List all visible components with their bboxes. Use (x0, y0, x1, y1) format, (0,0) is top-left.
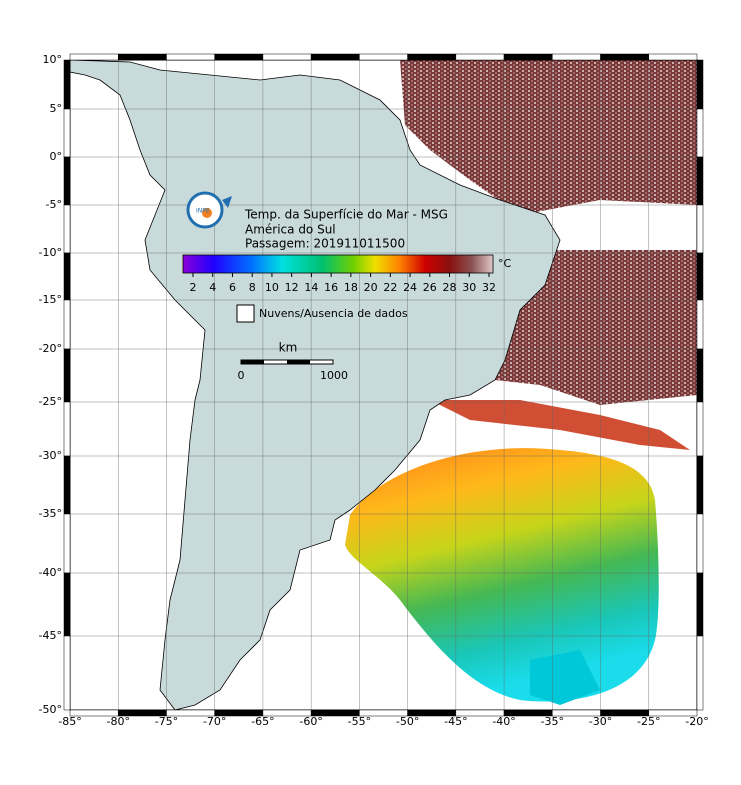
frame-seg (696, 348, 704, 403)
frame-seg (696, 299, 704, 350)
colorbar-tick-label: 30 (462, 281, 476, 294)
title-line: Temp. da Superfície do Mar - MSG (244, 208, 448, 222)
colorbar-tick-label: 16 (324, 281, 338, 294)
y-label: -40° (39, 566, 62, 579)
x-label: -40° (492, 715, 515, 728)
x-label: -70° (203, 715, 226, 728)
frame-seg (69, 53, 119, 61)
axis-labels: -85° -80° -75° -70° -65° -60° -55° -50° -45° -40°… (39, 53, 709, 728)
colorbar-tick-label: 10 (265, 281, 279, 294)
frame-seg (503, 53, 553, 61)
colorbar-tick-label: 18 (344, 281, 358, 294)
frame-seg (407, 53, 457, 61)
frame-seg (310, 53, 360, 61)
frame-seg (63, 513, 71, 574)
frame-seg (696, 156, 704, 206)
frame-seg (696, 108, 704, 158)
frame-seg (63, 59, 71, 110)
frame-seg (455, 53, 505, 61)
frame-seg (696, 455, 704, 515)
y-label: -25° (39, 395, 62, 408)
frame-seg (63, 299, 71, 350)
scale-end: 1000 (320, 369, 348, 382)
y-label: -50° (39, 703, 62, 716)
frame-seg (552, 53, 601, 61)
frame-seg (696, 204, 704, 254)
colorbar-unit: °C (498, 257, 512, 270)
frame-seg (696, 59, 704, 110)
x-label: -75° (155, 715, 178, 728)
x-label: -45° (444, 715, 467, 728)
colorbar-tick-label: 22 (383, 281, 397, 294)
colorbar-tick-label: 26 (423, 281, 437, 294)
colorbar (182, 254, 494, 274)
colorbar-tick-label: 8 (249, 281, 256, 294)
y-label: 10° (43, 53, 63, 66)
y-label: 0° (50, 150, 63, 163)
x-label: -55° (348, 715, 371, 728)
x-label: -85° (58, 715, 81, 728)
logo: INPE (186, 191, 232, 229)
logo-text: INPE (196, 208, 210, 215)
colorbar-tick-label: 20 (364, 281, 378, 294)
sst-patches (345, 60, 697, 705)
frame-seg (648, 709, 698, 717)
frame-seg (63, 108, 71, 158)
legend-label: Nuvens/Ausencia de dados (259, 307, 408, 320)
y-label: -45° (39, 629, 62, 642)
title-line: América do Sul (245, 223, 336, 237)
colorbar-tick-label: 32 (482, 281, 496, 294)
x-label: -35° (541, 715, 564, 728)
title-line: Passagem: 201911011500 (245, 237, 405, 251)
frame-seg (696, 635, 704, 711)
frame-seg (696, 572, 704, 637)
frame-seg (117, 53, 167, 61)
frame-seg (166, 53, 215, 61)
y-label: -35° (39, 507, 62, 520)
frame-seg (262, 53, 312, 61)
colorbar-tick-label: 14 (304, 281, 318, 294)
frame-seg (63, 455, 71, 515)
scale-start: 0 (238, 369, 245, 382)
frame-seg (63, 348, 71, 403)
y-label: -15° (39, 293, 62, 306)
y-label: -30° (39, 449, 62, 462)
x-label: -65° (251, 715, 274, 728)
frame-seg (63, 204, 71, 254)
frame-seg (359, 53, 408, 61)
colorbar-tick-label: 28 (443, 281, 457, 294)
y-label: -10° (39, 246, 62, 259)
x-label: -20° (685, 715, 708, 728)
colorbar-tick-label: 24 (403, 281, 417, 294)
frame-seg (696, 513, 704, 574)
frame-ticks (63, 53, 704, 717)
frame-seg (63, 156, 71, 206)
y-label: -20° (39, 342, 62, 355)
colorbar-tick-label: 6 (229, 281, 236, 294)
frame-seg (63, 572, 71, 637)
scale-unit: km (279, 341, 298, 355)
frame-seg (63, 401, 71, 457)
x-label: -80° (106, 715, 129, 728)
x-label: -50° (396, 715, 419, 728)
x-label: -30° (589, 715, 612, 728)
frame-seg (600, 53, 650, 61)
colorbar-tick-label: 2 (190, 281, 197, 294)
frame-seg (63, 252, 71, 301)
legend-swatch (236, 304, 255, 323)
y-label: -5° (46, 198, 62, 211)
colorbar-tick-label: 12 (285, 281, 299, 294)
colorbar-tick-label: 4 (209, 281, 216, 294)
frame-seg (648, 53, 698, 61)
x-label: -60° (299, 715, 322, 728)
frame-seg (696, 252, 704, 301)
colorbar-ticks: 2 4 6 8 10 12 14 16 18 20 22 24 26 28 30 32 (190, 273, 496, 294)
frame-seg (63, 635, 71, 711)
scale-bar: km 0 1000 (238, 341, 349, 383)
frame-seg (214, 53, 264, 61)
x-label: -25° (637, 715, 660, 728)
y-label: 5° (50, 102, 63, 115)
frame-seg (696, 401, 704, 457)
